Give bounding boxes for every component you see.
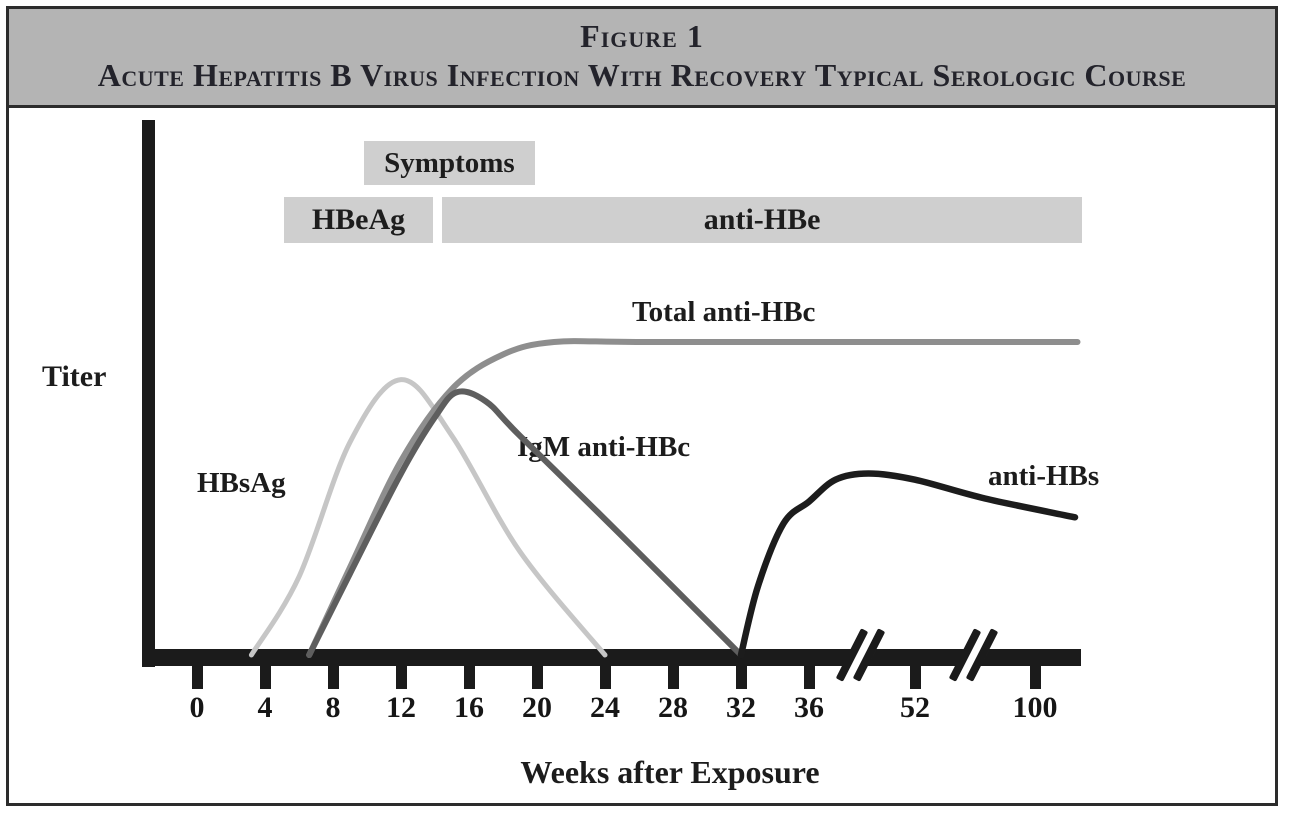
x-tick-mark	[736, 666, 747, 689]
x-tick-mark	[804, 666, 815, 689]
hbsag-curve-label: HBsAg	[197, 467, 286, 499]
anti-hbe-band: anti-HBe	[441, 197, 1083, 243]
symptoms-band: Symptoms	[363, 141, 536, 185]
x-tick-label: 4	[257, 691, 273, 724]
x-tick-label: 36	[794, 691, 824, 724]
x-tick-label: 0	[189, 691, 205, 724]
x-tick-label: 100	[1012, 691, 1058, 724]
x-tick-mark	[260, 666, 271, 689]
x-tick-mark	[464, 666, 475, 689]
y-axis-label: Titer	[42, 360, 107, 393]
x-tick-label: 52	[900, 691, 930, 724]
x-tick-label: 32	[726, 691, 756, 724]
x-tick-mark	[192, 666, 203, 689]
x-tick-label: 8	[325, 691, 341, 724]
x-tick-mark	[668, 666, 679, 689]
total-anti-hbc-curve-label: Total anti-HBc	[632, 296, 816, 328]
total-anti-hbc-curve	[306, 338, 1081, 658]
x-tick-label: 16	[454, 691, 484, 724]
x-tick-mark	[910, 666, 921, 689]
x-tick-label: 28	[658, 691, 688, 724]
x-tick-mark	[396, 666, 407, 689]
figure-header: Figure 1 Acute Hepatitis B Virus Infecti…	[9, 9, 1275, 108]
x-tick-mark	[328, 666, 339, 689]
hbsag-curve	[248, 377, 608, 658]
igm-anti-hbc-curve-label: IgM anti-HBc	[517, 431, 691, 463]
x-tick-mark	[532, 666, 543, 689]
x-axis	[142, 649, 1081, 666]
axis-break	[835, 624, 886, 686]
axis-break	[948, 624, 999, 686]
hbeag-band: HBeAg	[283, 197, 434, 243]
x-axis-label: Weeks after Exposure	[520, 754, 820, 790]
x-tick-mark	[1030, 666, 1041, 689]
x-tick-label: 12	[386, 691, 416, 724]
anti-hbs-curve-label: anti-HBs	[988, 460, 1100, 492]
y-axis	[142, 120, 155, 667]
anti-hbs-curve	[737, 470, 1079, 659]
figure-title: Acute Hepatitis B Virus Infection With R…	[97, 57, 1187, 93]
x-tick-label: 24	[590, 691, 620, 724]
x-tick-label: 20	[522, 691, 552, 724]
x-tick-mark	[600, 666, 611, 689]
figure-number: Figure 1	[580, 18, 704, 54]
